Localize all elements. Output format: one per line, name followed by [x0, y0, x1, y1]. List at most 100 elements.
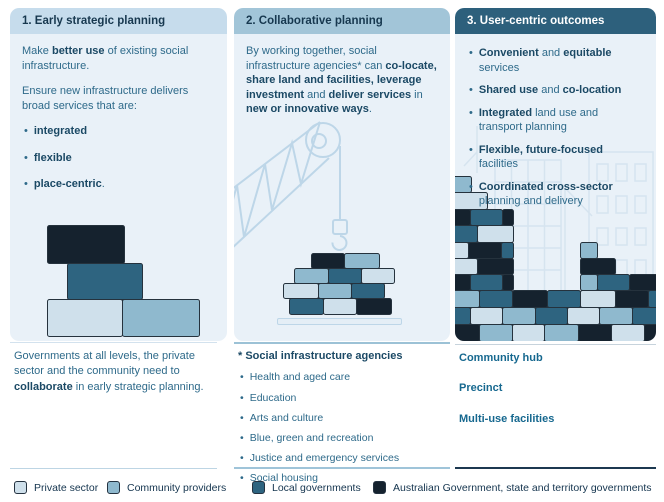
brick-local: [547, 290, 581, 308]
bullet-item: • Flexible, future-focused facilities: [469, 143, 603, 171]
private-sector-swatch-icon: [14, 481, 27, 494]
brick-pyramid-illustration: [234, 8, 450, 341]
panel-early-strategic-planning: 1. Early strategic planning Make better …: [10, 8, 227, 341]
brick-private: [580, 290, 616, 308]
brick-local: [597, 274, 630, 291]
brick-community: [544, 324, 579, 341]
brick-australian: [455, 324, 480, 341]
panel1-body: Make better use of existing social infra…: [10, 34, 227, 192]
brick-local: [455, 225, 478, 243]
legend-item-local-governments: Local governments: [252, 481, 361, 494]
brick-community: [122, 299, 200, 337]
outcome-community-hub: Community hub: [459, 352, 543, 364]
brick-local: [67, 263, 143, 300]
community-providers-swatch-icon: [107, 481, 120, 494]
legend-label: Local governments: [272, 481, 361, 494]
brick-private: [323, 298, 357, 315]
brick-local: [535, 307, 568, 325]
brick-community: [580, 242, 598, 259]
brick-private: [361, 268, 395, 284]
panel2-header: 2. Collaborative planning: [234, 8, 450, 34]
brick-local: [632, 307, 656, 325]
bullet-marker: •: [240, 371, 244, 384]
brick-private: [455, 242, 469, 259]
panel3-body: • Convenient and equitable services • Share…: [455, 34, 656, 209]
panel1-paragraph-1: Make better use of existing social infra…: [22, 45, 189, 72]
legend-label: Private sector: [34, 481, 99, 494]
footnote-heading: * Social infrastructure agencies: [238, 350, 403, 362]
list-item: • Blue, green and recreation: [240, 431, 374, 444]
legend-item-community-providers: Community providers: [107, 481, 226, 494]
bullet-marker: •: [469, 143, 473, 156]
brick-private: [567, 307, 600, 325]
brick-private: [455, 258, 478, 275]
brick-community: [599, 307, 633, 325]
brick-local: [648, 290, 656, 308]
panel3-bullet-list: • Convenient and equitable services • Share…: [467, 46, 644, 209]
bullet-marker: •: [24, 125, 28, 138]
list-item: • Education: [240, 391, 297, 404]
brick-australian: [477, 258, 514, 275]
brick-local: [479, 290, 513, 308]
legend-label: Community providers: [127, 481, 227, 494]
brick-community: [344, 253, 380, 269]
brick-wall-illustration: [455, 8, 656, 341]
brick-australian: [468, 242, 502, 259]
panel3-header: 3. User-centric outcomes: [455, 8, 656, 34]
brick-australian: [578, 324, 612, 341]
brick-australian: [502, 274, 514, 291]
brick-community: [502, 307, 536, 325]
brick-australian: [512, 290, 548, 308]
panel2-divider: [234, 342, 450, 344]
brick-australian: [455, 209, 471, 226]
bullet-item: • Coordinated cross-sector planning and d…: [469, 180, 613, 208]
brick-local: [455, 307, 471, 325]
panel1-footer-text: Governments at all levels, the private s…: [14, 350, 204, 393]
panel1-paragraph-2: Ensure new infrastructure delivers broad…: [22, 85, 189, 112]
local-governments-swatch-icon: [252, 481, 265, 494]
bullet-marker: •: [469, 47, 473, 59]
bullet-item: • integrated: [24, 125, 88, 138]
brick-local: [351, 283, 385, 299]
panel2-body: By working together, social infrastructu…: [234, 34, 450, 117]
bullet-marker: •: [24, 178, 28, 191]
brick-local: [470, 274, 503, 291]
brick-private: [512, 324, 545, 341]
footnote-list: • Health and aged care • Education • Arts and…: [238, 370, 446, 486]
brick-community: [479, 324, 513, 341]
panel3-outcome-labels: Community hub Precinct Multi-use facilit…: [459, 351, 649, 442]
bullet-item: • place-centric.: [24, 178, 105, 191]
bullet-marker: •: [469, 106, 473, 119]
list-item: • Health and aged care: [240, 371, 351, 384]
brick-community: [318, 283, 352, 299]
brick-australian: [47, 225, 125, 264]
brick-community: [455, 290, 480, 308]
outcome-multi-use-facilities: Multi-use facilities: [459, 412, 555, 425]
brick-private: [47, 299, 123, 337]
brick-australian: [502, 209, 514, 226]
brick-private: [477, 225, 514, 243]
brick-australian: [580, 258, 616, 275]
list-item: • Arts and culture: [240, 411, 324, 424]
brick-australian: [356, 298, 392, 315]
brick-private: [470, 307, 503, 325]
bullet-marker: •: [240, 391, 244, 404]
brick-local: [289, 298, 324, 315]
brick-australian: [615, 290, 649, 308]
pallet-platform: [277, 318, 402, 325]
column3-bottom-rule: [455, 467, 656, 469]
panel-user-centric-outcomes: 3. User-centric outcomes • Convenient and…: [455, 8, 656, 341]
brick-australian: [629, 274, 656, 291]
brick-private: [283, 283, 319, 299]
brick-community: [294, 268, 329, 284]
legend-item-private-sector: Private sector: [14, 481, 98, 494]
column1-bottom-rule: [10, 468, 217, 469]
australian-government-swatch-icon: [373, 481, 386, 494]
brick-australian: [311, 253, 345, 269]
panel1-header: 1. Early strategic planning: [10, 8, 227, 34]
brick-private: [611, 324, 645, 341]
legend-label: Australian Government, state and territo…: [393, 481, 652, 494]
bullet-marker: •: [24, 151, 28, 164]
panel-collaborative-planning: 2. Collaborative planning By working tog…: [234, 8, 450, 341]
